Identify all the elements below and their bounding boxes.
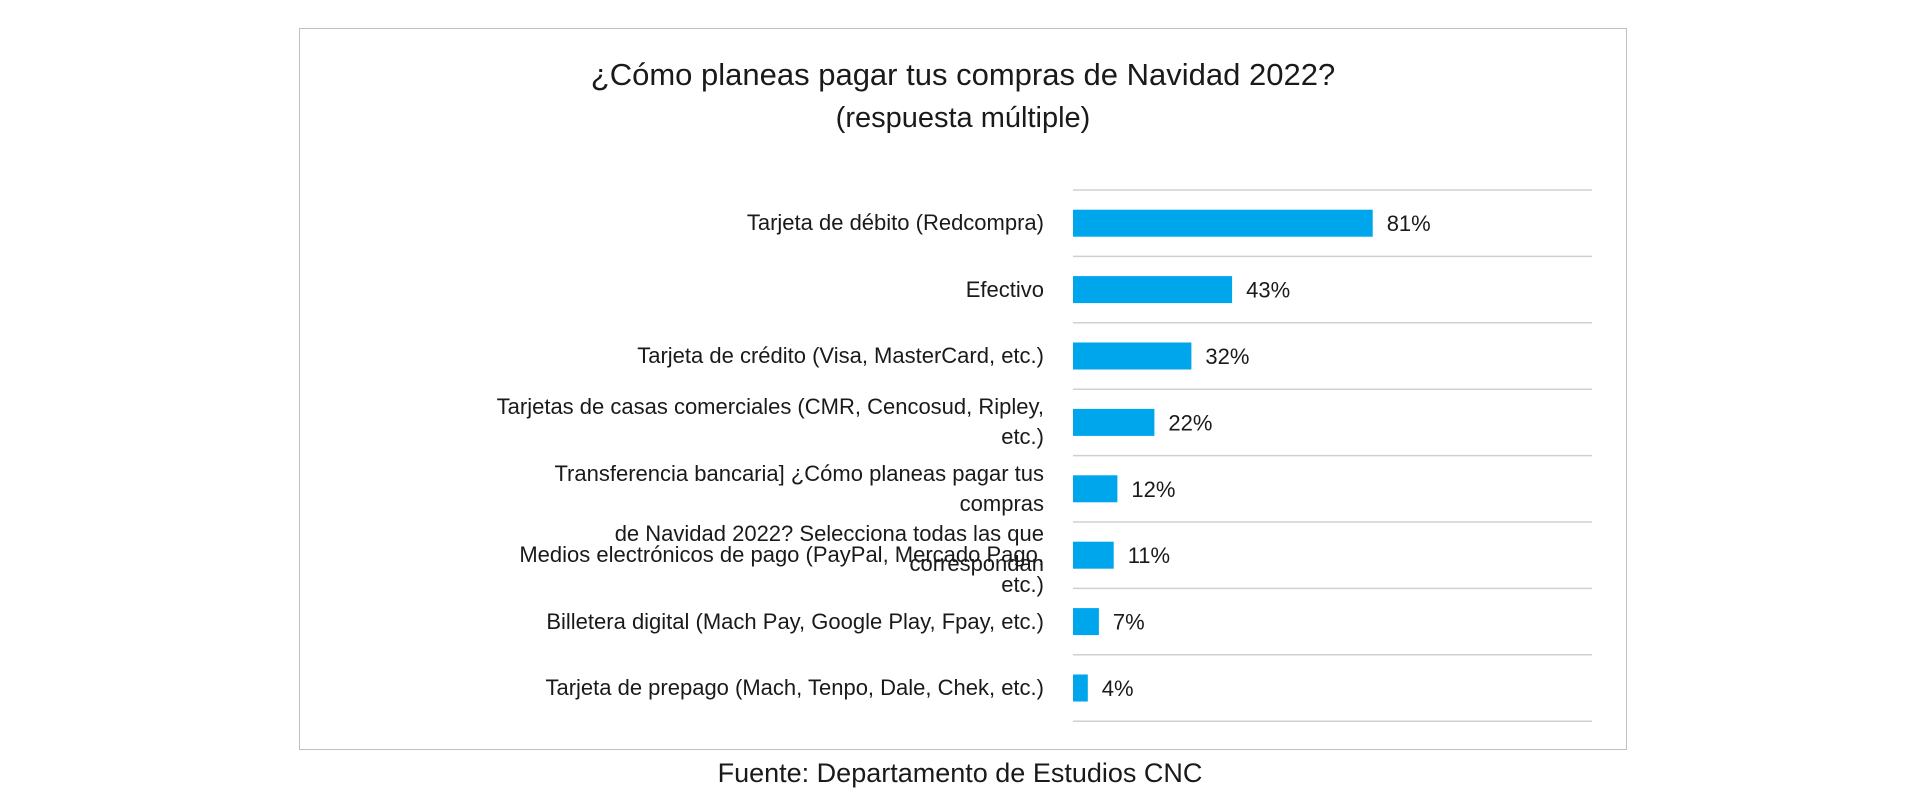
category-label-line: Tarjeta de prepago (Mach, Tenpo, Dale, C…: [545, 675, 1044, 700]
bar: [1073, 408, 1155, 436]
chart-title: ¿Cómo planeas pagar tus compras de Navid…: [590, 57, 1336, 92]
category-label: Tarjeta de crédito (Visa, MasterCard, et…: [484, 341, 1044, 371]
category-label-line: Tarjeta de débito (Redcompra): [746, 210, 1044, 236]
bar: [1073, 475, 1118, 503]
data-label: 7%: [1113, 610, 1145, 635]
bar: [1073, 608, 1099, 636]
data-label: 4%: [1102, 676, 1134, 701]
category-label: Tarjeta de prepago (Mach, Tenpo, Dale, C…: [484, 673, 1044, 703]
bar: [1073, 342, 1192, 370]
category-label: Tarjetas de casas comerciales (CMR, Cenc…: [484, 392, 1044, 452]
data-label: 43%: [1246, 278, 1290, 303]
category-label: Efectivo: [484, 275, 1044, 305]
category-label-line: Billetera digital (Mach Pay, Google Play…: [546, 608, 1044, 634]
source-note: Fuente: Departamento de Estudios CNC: [717, 758, 1203, 788]
category-label-line: Tarjetas de casas comerciales (CMR, Cenc…: [496, 394, 1044, 420]
category-label: Medios electrónicos de pago (PayPal, Mer…: [484, 540, 1044, 600]
data-label: 11%: [1128, 543, 1170, 568]
bar: [1073, 276, 1233, 304]
bar: [1073, 674, 1088, 702]
category-label-line: Efectivo: [965, 276, 1044, 302]
data-label: 32%: [1205, 344, 1249, 369]
category-label-line: etc.): [1001, 424, 1044, 450]
data-label: 81%: [1387, 211, 1431, 236]
bar: [1073, 209, 1373, 237]
category-label: Tarjeta de débito (Redcompra): [484, 208, 1044, 238]
category-label-line: Transferencia bancaria] ¿Cómo planeas pa…: [554, 460, 1044, 516]
category-label: Transferencia bancaria] ¿Cómo planeas pa…: [484, 459, 1044, 579]
category-label-line: de Navidad 2022? Selecciona todas las qu…: [614, 520, 1044, 576]
chart-subtitle: (respuesta múltiple): [835, 102, 1091, 134]
data-label: 22%: [1168, 410, 1212, 435]
bar: [1073, 541, 1114, 569]
category-label-line: Medios electrónicos de pago (PayPal, Mer…: [519, 542, 1044, 598]
category-label-line: Tarjeta de crédito (Visa, MasterCard, et…: [637, 343, 1044, 368]
data-label: 12%: [1131, 477, 1175, 502]
category-label: Billetera digital (Mach Pay, Google Play…: [484, 607, 1044, 637]
